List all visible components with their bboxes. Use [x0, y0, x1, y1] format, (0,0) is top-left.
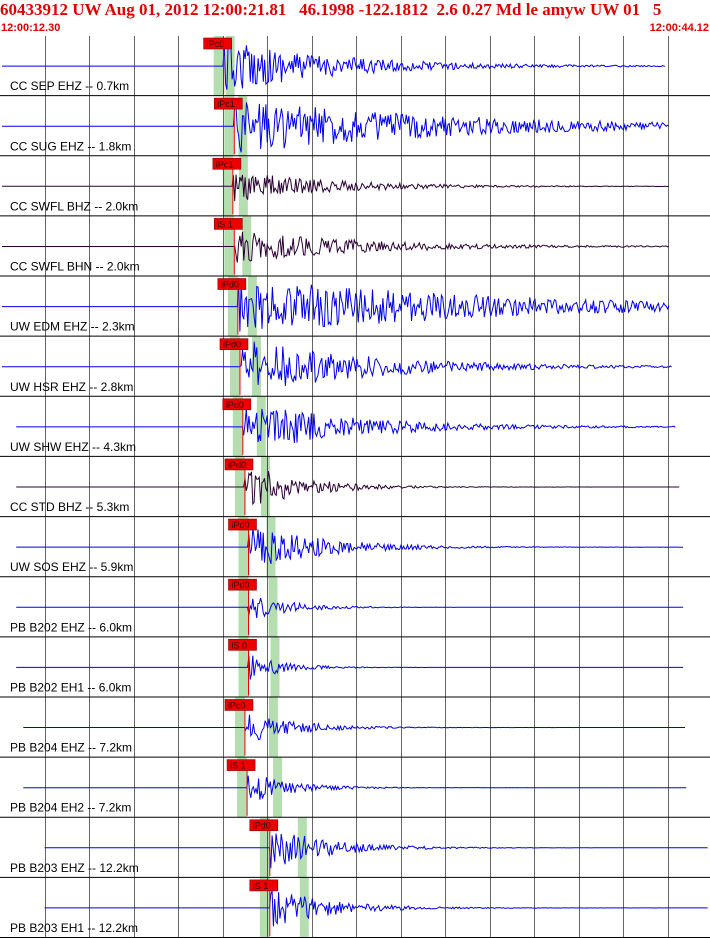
pick-label: iS 0	[232, 640, 248, 650]
pick-label: iPd0	[221, 280, 239, 290]
s-pick-shade	[297, 817, 307, 878]
pick-box	[214, 97, 243, 110]
pick-box	[228, 639, 257, 651]
station-label: CC SEP EHZ -- 0.7km	[10, 79, 129, 93]
event-header: 60433912 UW Aug 01, 2012 12:00:21.81 46.…	[0, 0, 662, 19]
pick-box	[226, 759, 256, 771]
waveform-trace	[16, 655, 684, 680]
pick-label: iPd0	[228, 460, 246, 470]
pick-label: iPc0	[228, 700, 246, 710]
waveform-trace	[2, 174, 669, 202]
pick-box	[222, 398, 252, 411]
waveform-trace	[23, 714, 685, 741]
waveform-trace	[23, 775, 687, 800]
station-label: PB B202 EH1 -- 6.0km	[10, 680, 131, 694]
waveform-trace	[2, 231, 670, 263]
pick-label: iPc1	[217, 99, 235, 109]
pick-label: iS 1	[230, 761, 246, 771]
s-pick-shade	[273, 757, 283, 818]
pick-box	[249, 819, 279, 832]
waveform-trace	[16, 528, 684, 565]
pick-box	[228, 518, 257, 531]
seismogram-plot: iPc0 CC SEP EHZ -- 0.7km iPc1 CC SUG EHZ --…	[0, 36, 710, 938]
waveform-trace	[16, 597, 684, 618]
pick-box	[217, 278, 247, 290]
s-pick-shade	[268, 577, 278, 638]
station-label: PB B204 EHZ -- 7.2km	[10, 741, 132, 755]
s-pick-shade	[242, 216, 252, 277]
waveform-trace	[16, 408, 676, 444]
s-pick-shade	[225, 36, 235, 97]
pick-label: iPd0	[253, 821, 271, 831]
station-label: UW SHW EHZ -- 4.3km	[10, 440, 136, 454]
station-label: PB B202 EHZ -- 6.0km	[10, 620, 132, 634]
pick-box	[212, 157, 242, 170]
s-pick-shade	[299, 877, 309, 938]
pick-box	[214, 218, 243, 230]
pick-box	[203, 37, 232, 50]
station-label: PB B203 EHZ -- 12.2km	[10, 861, 139, 875]
waveform-trace	[2, 341, 672, 387]
s-pick-shade	[251, 336, 261, 397]
waveform-trace	[44, 890, 708, 927]
pick-box	[219, 338, 249, 350]
station-label: CC SUG EHZ -- 1.8km	[10, 139, 131, 153]
s-pick-shade	[247, 276, 257, 337]
pick-label: iS 1	[217, 219, 233, 229]
pick-label: iPd0	[226, 400, 244, 410]
waveform-trace	[2, 102, 670, 153]
station-label: UW EDM EHZ -- 2.3km	[10, 320, 135, 334]
s-pick-shade	[238, 96, 248, 157]
pick-label: iPd0	[223, 340, 241, 350]
start-time-label: 12:00:12.30	[1, 22, 61, 34]
waveform-trace	[16, 471, 680, 506]
station-label: CC SWFL BHZ -- 2.0km	[10, 199, 138, 213]
pick-label: iPd0	[232, 580, 250, 590]
pick-label: iPc0	[207, 39, 225, 49]
station-label: UW HSR EHZ -- 2.8km	[10, 380, 133, 394]
pick-label: iS 1	[253, 881, 269, 891]
station-label: CC SWFL BHN -- 2.0km	[10, 260, 140, 274]
end-time-label: 12:00:44.12	[649, 22, 709, 34]
station-label: PB B204 EH2 -- 7.2km	[10, 801, 131, 815]
station-label: PB B203 EH1 -- 12.2km	[10, 921, 138, 935]
waveform-trace	[2, 40, 666, 90]
waveform-trace	[44, 833, 708, 869]
pick-label: iPd0	[232, 520, 250, 530]
s-pick-shade	[266, 517, 276, 578]
station-label: CC STD BHZ -- 5.3km	[10, 500, 129, 514]
pick-label: iPc1	[216, 159, 234, 169]
s-pick-shade	[270, 637, 280, 698]
pick-box	[224, 458, 254, 471]
waveform-trace	[2, 277, 670, 332]
label-layer: iPc0 CC SEP EHZ -- 0.7km iPc1 CC SUG EHZ --…	[10, 37, 279, 936]
station-label: UW SOS EHZ -- 5.9km	[10, 560, 133, 574]
pick-box	[228, 578, 257, 591]
pick-box	[249, 879, 279, 892]
pick-box	[224, 699, 254, 711]
trace-layer	[2, 40, 708, 927]
